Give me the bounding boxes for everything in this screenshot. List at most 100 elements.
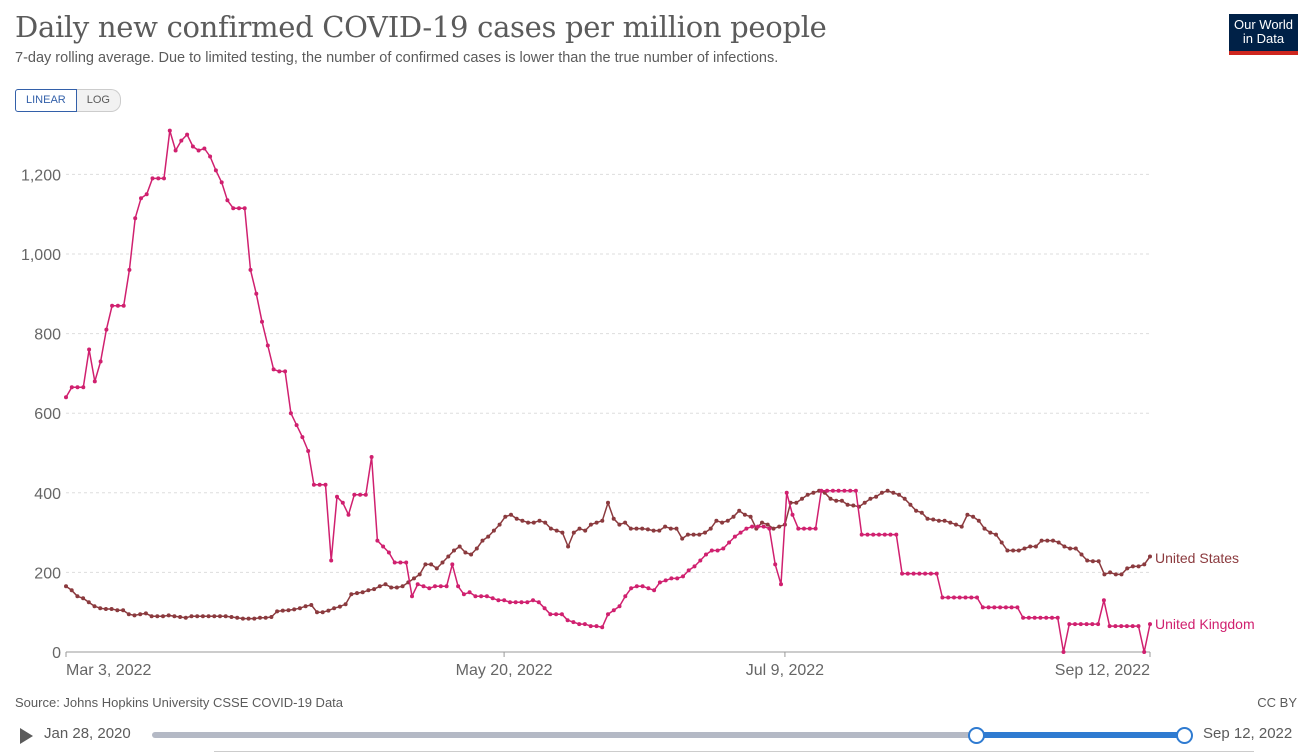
data-point (303, 604, 308, 609)
data-point (81, 385, 86, 390)
data-point (542, 606, 547, 611)
data-point (1090, 559, 1095, 564)
logo-accent-bar (1229, 51, 1298, 55)
data-point (1113, 572, 1118, 577)
timeline-track[interactable] (152, 727, 1193, 744)
data-point (349, 592, 354, 597)
data-point (1016, 548, 1021, 553)
data-point (1136, 564, 1141, 569)
data-point (469, 552, 474, 557)
data-point (86, 600, 91, 605)
series-layer (64, 128, 1152, 654)
data-point (335, 494, 339, 499)
data-point (548, 526, 553, 531)
data-point (497, 522, 502, 527)
data-point (842, 488, 847, 493)
data-point (206, 614, 211, 619)
data-point (709, 548, 714, 553)
data-point (742, 512, 747, 517)
data-point (1067, 622, 1072, 627)
data-point (565, 618, 570, 623)
data-point (133, 216, 138, 221)
data-point (115, 608, 120, 613)
license-label[interactable]: CC BY (1257, 695, 1297, 710)
play-icon[interactable] (20, 728, 33, 744)
data-point (1096, 622, 1101, 627)
legend-label-united-states[interactable]: United States (1155, 550, 1239, 566)
data-point (738, 530, 743, 535)
data-point (948, 520, 953, 525)
data-point (879, 490, 884, 495)
data-point (645, 527, 650, 532)
data-point (126, 612, 131, 617)
data-point (1073, 546, 1078, 551)
data-point (640, 526, 645, 531)
data-point (315, 610, 319, 615)
data-point (554, 528, 559, 533)
data-point (103, 607, 108, 611)
data-point (725, 518, 730, 523)
data-point (1038, 615, 1043, 620)
data-point (911, 571, 916, 576)
data-point (332, 606, 337, 611)
data-point (246, 616, 251, 621)
owid-logo[interactable]: Our World in Data (1229, 14, 1298, 55)
data-point (202, 146, 207, 151)
data-point (283, 369, 288, 374)
data-point (1005, 548, 1010, 553)
data-point (509, 512, 513, 517)
series-line-united-kingdom (65, 129, 1151, 653)
data-point (1011, 548, 1016, 553)
data-point (807, 526, 812, 531)
timeline-start-handle[interactable] (968, 727, 985, 744)
data-point (940, 595, 945, 600)
data-point (155, 614, 160, 619)
data-point (936, 518, 941, 523)
data-point (1102, 572, 1107, 577)
data-point (628, 526, 633, 531)
timeline-end-handle[interactable] (1176, 727, 1193, 744)
y-tick-label: 400 (34, 486, 61, 503)
data-point (213, 168, 218, 173)
data-point (491, 528, 496, 533)
data-point (337, 604, 342, 609)
log-scale-button[interactable]: LOG (76, 89, 121, 112)
data-point (859, 532, 864, 537)
data-point (514, 516, 519, 521)
data-point (366, 588, 371, 593)
data-point (865, 532, 870, 537)
legend-label-united-kingdom[interactable]: United Kingdom (1155, 616, 1255, 632)
data-point (363, 492, 368, 497)
data-point (748, 514, 753, 519)
data-point (536, 600, 541, 605)
data-point (674, 526, 679, 531)
data-point (513, 600, 518, 605)
data-point (606, 500, 610, 505)
linear-scale-button[interactable]: LINEAR (15, 89, 77, 112)
data-point (761, 524, 766, 529)
data-point (760, 520, 764, 525)
data-point (834, 498, 839, 503)
data-point (531, 598, 535, 603)
data-point (588, 624, 593, 629)
data-point (121, 608, 126, 613)
data-point (412, 576, 416, 581)
data-point (1055, 615, 1060, 620)
data-point (258, 615, 262, 620)
timeline-selected-range[interactable] (977, 732, 1182, 738)
data-point (617, 604, 622, 609)
data-point (242, 206, 247, 211)
source-note[interactable]: Source: Johns Hopkins University CSSE CO… (15, 695, 344, 710)
data-point (611, 608, 616, 613)
x-axis: Mar 3, 2022 May 20, 2022 Jul 9, 2022 Sep 12… (65, 651, 1151, 679)
data-point (767, 526, 772, 531)
data-point (765, 522, 770, 527)
data-point (1107, 624, 1112, 629)
data-point (139, 196, 143, 201)
data-point (790, 512, 795, 517)
data-point (81, 596, 86, 601)
data-point (185, 132, 190, 137)
data-point (309, 603, 314, 607)
data-point (784, 490, 789, 495)
data-point (582, 622, 587, 627)
